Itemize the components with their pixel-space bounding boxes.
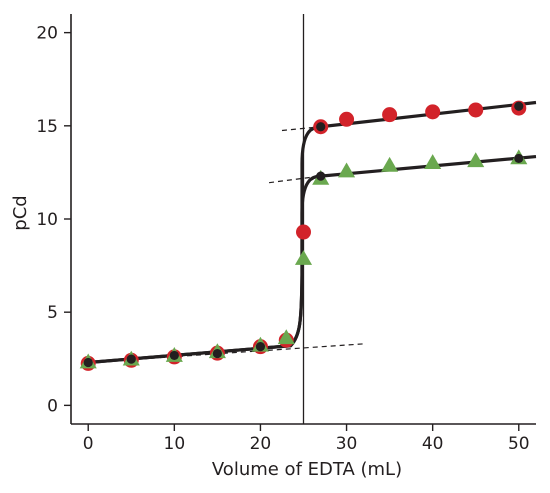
green-triangle-point bbox=[424, 154, 442, 169]
x-tick-label: 10 bbox=[164, 434, 186, 454]
green-triangle-point bbox=[381, 156, 399, 172]
y-tick-label: 5 bbox=[47, 303, 58, 323]
curve-green bbox=[88, 154, 537, 365]
x-axis-title: Volume of EDTA (mL) bbox=[212, 459, 402, 480]
calculated-point bbox=[169, 350, 179, 361]
calculated-point bbox=[126, 354, 136, 364]
red-circle-point bbox=[425, 104, 441, 120]
y-axis-title: pCd bbox=[10, 195, 31, 230]
extrapolation-line bbox=[281, 126, 321, 132]
x-tick-label: 20 bbox=[250, 434, 272, 454]
calculated-points bbox=[83, 101, 524, 368]
axis-ticks: 0 10 20 30 40 50 0 5 10 15 20 bbox=[36, 24, 529, 454]
red-circle-point bbox=[382, 107, 398, 123]
x-tick-label: 50 bbox=[508, 434, 530, 454]
y-tick-label: 15 bbox=[36, 117, 58, 137]
y-tick-label: 10 bbox=[36, 210, 58, 230]
calculated-point bbox=[212, 348, 222, 359]
green-triangle-point bbox=[467, 152, 485, 168]
green-triangle-point bbox=[338, 162, 356, 178]
green-triangle-point bbox=[294, 250, 313, 265]
calculated-point bbox=[514, 153, 524, 164]
calculated-point bbox=[83, 357, 93, 368]
x-tick-label: 40 bbox=[422, 434, 444, 454]
titration-curves bbox=[88, 100, 537, 365]
curve-red bbox=[88, 100, 537, 365]
y-tick-label: 20 bbox=[36, 24, 58, 44]
red-circle-point bbox=[468, 102, 484, 118]
y-tick-label: 0 bbox=[47, 396, 58, 416]
x-tick-label: 30 bbox=[336, 434, 358, 454]
calculated-point bbox=[316, 122, 326, 132]
x-tick-label: 0 bbox=[83, 434, 94, 454]
extrapolation-lines bbox=[88, 126, 364, 364]
green-triangle-point bbox=[277, 329, 295, 345]
red-circle-point bbox=[339, 111, 355, 127]
calculated-point bbox=[255, 342, 266, 352]
calculated-point bbox=[514, 101, 524, 111]
red-circle-point bbox=[296, 224, 311, 240]
calculated-point bbox=[316, 171, 326, 181]
